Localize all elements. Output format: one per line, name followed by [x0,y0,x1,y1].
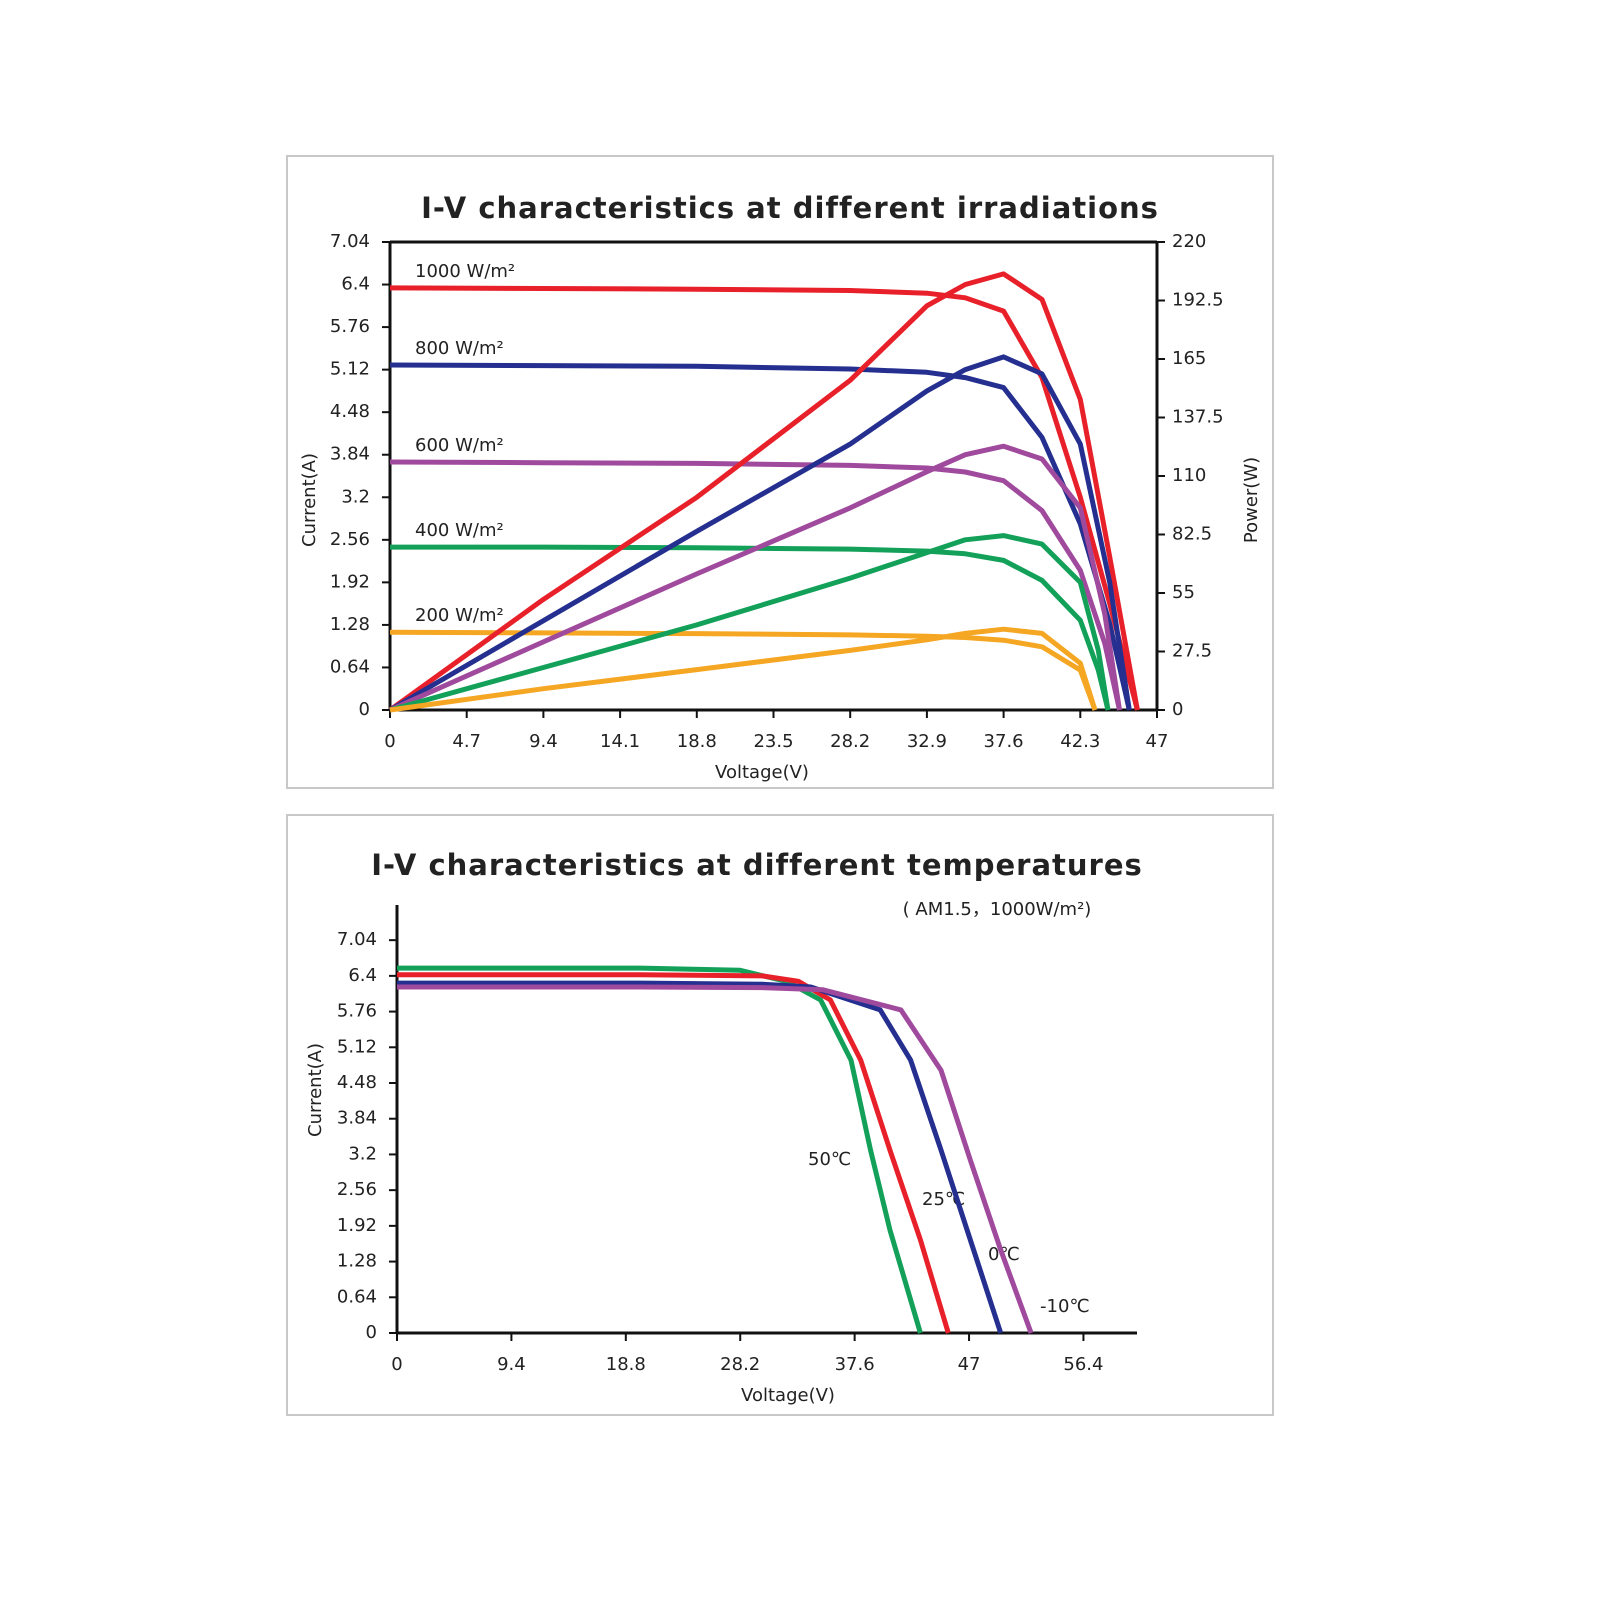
x-tick-label: 47 [958,1354,981,1375]
chart-title: I-V characteristics at different tempera… [371,848,1143,882]
y2-tick-label: 110 [1172,465,1206,486]
y-tick-label: 6.4 [341,274,370,295]
y-tick-label: 3.84 [337,1108,377,1129]
y-tick-label: 4.48 [337,1072,377,1093]
y-tick-label: 0 [359,699,370,720]
y-tick-label: 0.64 [330,656,370,677]
y-tick-label: 4.48 [330,401,370,422]
series-line [390,544,1111,711]
x-tick-label: 28.2 [830,731,870,752]
y-tick-label: 3.84 [330,444,370,465]
y2-tick-label: 82.5 [1172,524,1212,545]
y-tick-label: 3.2 [348,1143,377,1164]
y-tick-label: 5.12 [330,359,370,380]
x-tick-label: 56.4 [1063,1354,1103,1375]
series-label: -10℃ [1040,1296,1090,1317]
x-tick-label: 0 [384,731,395,752]
x-tick-label: 47 [1146,731,1169,752]
x-tick-label: 28.2 [720,1354,760,1375]
series-line [389,629,1098,711]
series-line [388,443,1122,713]
x-tick-label: 37.6 [835,1354,875,1375]
x-tick-label: 18.8 [677,731,717,752]
series-line [389,626,1098,713]
series-line [397,984,1034,1334]
y-tick-label: 1.92 [330,571,370,592]
y-tick-label: 1.28 [337,1251,377,1272]
series-label: 400 W/m² [415,520,504,541]
series-line [388,271,1140,713]
series-label: 200 W/m² [415,605,504,626]
y-tick-label: 5.76 [337,1001,377,1022]
series-label: 1000 W/m² [415,261,515,282]
series-line [388,354,1132,713]
y-tick-label: 0.64 [337,1286,377,1307]
y2-tick-label: 137.5 [1172,407,1224,428]
x-axis-label: Voltage(V) [741,1385,835,1406]
x-tick-label: 32.9 [907,731,947,752]
series-line [397,980,1004,1334]
y-tick-label: 7.04 [330,231,370,252]
series-line [397,972,951,1334]
x-tick-label: 0 [391,1354,402,1375]
series-line [389,459,1122,711]
y-axis-label: Current(A) [305,1043,326,1137]
y-tick-label: 0 [366,1322,377,1343]
chart-frame [286,814,1274,1416]
y2-tick-label: 55 [1172,582,1195,603]
x-tick-label: 23.5 [753,731,793,752]
y-tick-label: 1.28 [330,614,370,635]
x-tick-label: 18.8 [606,1354,646,1375]
x-tick-label: 37.6 [984,731,1024,752]
chart-frame [286,155,1274,789]
chart-subtitle: ( AM1.5，1000W/m²) [903,899,1092,920]
y2-tick-label: 220 [1172,231,1206,252]
y-tick-label: 1.92 [337,1215,377,1236]
y-tick-label: 3.2 [341,486,370,507]
y-tick-label: 2.56 [330,529,370,550]
x-tick-label: 42.3 [1060,731,1100,752]
y-tick-label: 2.56 [337,1179,377,1200]
y2-tick-label: 0 [1172,699,1183,720]
series-label: 50℃ [808,1149,851,1170]
x-tick-label: 14.1 [600,731,640,752]
x-axis-label: Voltage(V) [715,762,809,783]
chart-title: I-V characteristics at different irradia… [421,191,1159,225]
y2-tick-label: 165 [1172,348,1206,369]
y-tick-label: 7.04 [337,929,377,950]
y-tick-label: 5.76 [330,316,370,337]
x-tick-label: 4.7 [452,731,481,752]
x-tick-label: 9.4 [497,1354,526,1375]
x-tick-label: 9.4 [529,731,558,752]
y2-tick-label: 192.5 [1172,290,1224,311]
series-label: 800 W/m² [415,338,504,359]
series-line [389,285,1140,711]
y-axis-label: Current(A) [299,453,320,547]
y2-tick-label: 27.5 [1172,641,1212,662]
series-label: 600 W/m² [415,435,504,456]
series-line [389,533,1111,713]
y2-axis-label: Power(W) [1241,457,1262,543]
y-tick-label: 6.4 [348,965,377,986]
y-tick-label: 5.12 [337,1036,377,1057]
